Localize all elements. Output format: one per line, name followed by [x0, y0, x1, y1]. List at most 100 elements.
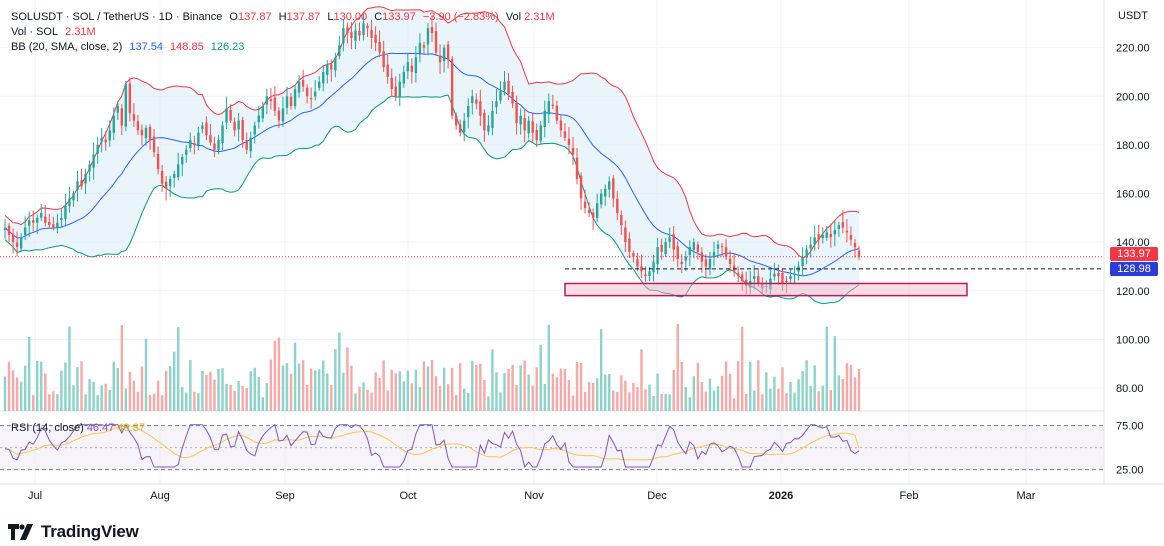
volume-bar — [692, 376, 696, 411]
candle-body — [241, 119, 244, 141]
volume-bar — [354, 393, 357, 411]
rsi-legend[interactable]: RSI (14, close) 46.47 49.37 — [11, 422, 145, 434]
volume-bar — [587, 381, 591, 411]
candle-body — [305, 87, 309, 97]
volume-bar — [84, 394, 87, 411]
candle-body — [128, 83, 132, 114]
candle-body — [620, 214, 623, 226]
candle-body — [785, 281, 788, 283]
candle-body — [616, 198, 619, 213]
candle-body — [716, 244, 720, 249]
volume-bar — [201, 370, 204, 411]
volume-legend[interactable]: Vol · SOL 2.31M — [11, 25, 100, 39]
candle-body — [475, 99, 478, 104]
volume-label: Vol · SOL — [11, 26, 59, 38]
support-zone-box[interactable] — [564, 282, 968, 297]
candle-body — [442, 47, 446, 61]
volume-bar — [27, 336, 31, 411]
tradingview-logo[interactable]: TradingView — [8, 522, 139, 542]
volume-bar — [181, 386, 184, 411]
candle-body — [386, 64, 389, 77]
volume-bar — [809, 385, 812, 411]
volume-bar — [608, 373, 611, 411]
candle-body — [740, 274, 744, 282]
candle-body — [591, 212, 595, 218]
volume-bar — [744, 393, 748, 411]
volume-bar — [23, 365, 27, 411]
volume-bar — [378, 377, 381, 411]
bollinger-upper-value: 148.85 — [170, 41, 204, 53]
volume-bar — [205, 375, 208, 411]
candle-body — [422, 45, 426, 48]
candle-body — [326, 64, 329, 75]
volume-bar — [547, 324, 551, 411]
volume-bar — [700, 382, 704, 411]
candle-body — [438, 55, 442, 63]
volume-bar — [11, 370, 15, 411]
bollinger-legend[interactable]: BB (20, SMA, close, 2) 137.54 148.85 126… — [11, 40, 248, 54]
volume-bar — [450, 367, 454, 411]
volume-value: 2.31M — [65, 26, 96, 38]
candle-body — [313, 91, 317, 97]
candle-body — [539, 125, 542, 141]
candle-body — [841, 222, 845, 228]
volume-bar — [426, 366, 430, 411]
currency-unit[interactable]: USDT — [1118, 10, 1148, 22]
volume-bar — [233, 390, 236, 411]
candle-body — [390, 77, 393, 89]
volume-bar — [156, 380, 160, 411]
volume-bar — [736, 361, 740, 411]
volume-bar — [523, 360, 526, 411]
volume-bar — [515, 385, 518, 411]
candle-body — [825, 232, 828, 238]
candle-body — [366, 25, 369, 29]
volume-bar — [740, 326, 744, 411]
volume-bar — [132, 380, 136, 411]
volume-bar — [841, 378, 845, 411]
bollinger-basis-value: 137.54 — [129, 41, 163, 53]
price-tick-label: 220.00 — [1116, 43, 1150, 55]
candle-body — [692, 242, 696, 250]
volume-bar — [261, 397, 265, 411]
volume-bar — [193, 391, 196, 411]
candlesticks[interactable] — [3, 13, 861, 295]
volume-bar — [632, 382, 635, 411]
volume-bar — [833, 336, 837, 411]
candle-body — [56, 222, 59, 229]
volume-bar — [648, 384, 651, 411]
volume-bar — [495, 372, 498, 411]
candle-body — [801, 256, 804, 266]
candle-body — [547, 101, 551, 115]
volume-bar — [370, 392, 373, 411]
candle-body — [636, 258, 639, 267]
time-tick-label: Aug — [150, 490, 170, 502]
volume-bar — [217, 368, 220, 411]
price-axis[interactable]: 220.00 200.00 180.00 160.00 140.00 120.00 100.… — [1116, 43, 1150, 477]
volume-bar — [511, 364, 514, 411]
candle-body — [644, 274, 647, 277]
candle-body — [632, 253, 635, 257]
volume-bar — [326, 373, 329, 411]
candle-body — [370, 29, 373, 38]
candle-body — [418, 42, 422, 55]
candle-body — [88, 164, 91, 172]
symbol-title[interactable]: SOLUSDT · SOL / TetherUS · 1D · Binance — [11, 11, 223, 23]
candle-body — [680, 261, 683, 265]
candle-body — [724, 247, 728, 257]
candle-body — [168, 178, 172, 187]
volume-bar — [555, 377, 559, 411]
price-tick-label: 200.00 — [1116, 91, 1150, 103]
open-label: O — [229, 11, 238, 23]
volume-bar — [527, 374, 530, 411]
volume-bar — [342, 372, 345, 411]
volume-bar — [454, 394, 458, 411]
time-axis[interactable]: Jul Aug Sep Oct Nov Dec 2026 Feb Mar — [28, 490, 1036, 502]
volume-bar — [785, 393, 788, 411]
volume-bar — [660, 393, 663, 411]
candle-body — [446, 44, 450, 60]
volume-bar — [507, 368, 510, 411]
candle-body — [523, 117, 526, 131]
candle-body — [821, 234, 824, 239]
candle-body — [72, 193, 75, 201]
